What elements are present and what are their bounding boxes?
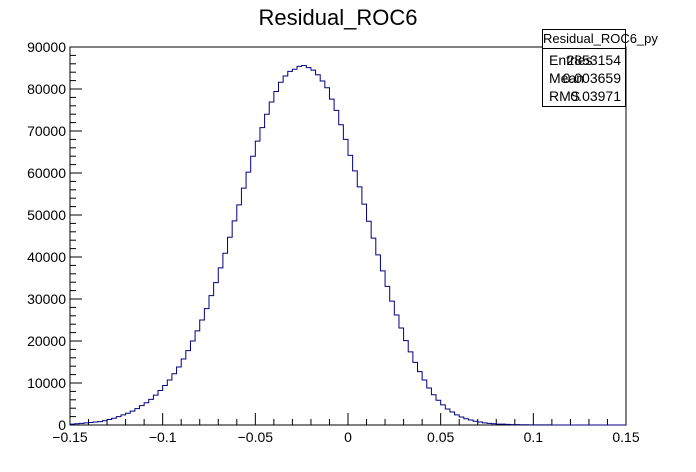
y-tick-label: 90000 bbox=[27, 39, 66, 55]
y-axis: 0 10000 20000 30000 40000 50000 60000 70000 8000… bbox=[27, 39, 82, 433]
y-tick-label: 60000 bbox=[27, 165, 66, 181]
x-tick-label: −0.1 bbox=[149, 429, 177, 445]
y-tick-label: 80000 bbox=[27, 81, 66, 97]
x-axis: −0.15 −0.1 −0.05 0 0.05 0.1 0.15 bbox=[52, 413, 640, 445]
x-tick-label: −0.15 bbox=[52, 429, 88, 445]
histogram-series-line bbox=[69, 64, 626, 426]
stats-title: Residual_ROC6_py bbox=[543, 30, 658, 49]
x-tick-label: 0.1 bbox=[524, 429, 544, 445]
stats-row-rms: RMS 0.03971 bbox=[549, 87, 621, 106]
stats-entries-value: 2853154 bbox=[566, 52, 621, 68]
x-tick-label: −0.05 bbox=[238, 429, 274, 445]
y-tick-label: 10000 bbox=[27, 375, 66, 391]
stats-rms-label: RMS bbox=[549, 88, 581, 104]
stats-box: Residual_ROC6_py Entries 2853154 Mean 0.… bbox=[542, 29, 658, 107]
y-tick-label: 20000 bbox=[27, 333, 66, 349]
y-tick-label: 40000 bbox=[27, 249, 66, 265]
stats-row-entries: Entries 2853154 bbox=[549, 51, 621, 70]
stats-entries-label: Entries bbox=[549, 52, 593, 68]
y-tick-label: 50000 bbox=[27, 207, 66, 223]
chart-title: Residual_ROC6 bbox=[259, 5, 418, 30]
y-tick-label: 70000 bbox=[27, 123, 66, 139]
y-tick-label: 30000 bbox=[27, 291, 66, 307]
stats-row-mean: Mean 0.003659 bbox=[549, 69, 621, 88]
stats-mean-value: 0.003659 bbox=[562, 70, 621, 86]
stats-mean-label: Mean bbox=[549, 70, 585, 86]
x-tick-label: 0 bbox=[344, 429, 352, 445]
y-tick-label: 0 bbox=[58, 417, 66, 433]
stats-rms-value: 0.03971 bbox=[570, 88, 621, 104]
x-tick-label: 0.15 bbox=[612, 429, 639, 445]
x-tick-label: 0.05 bbox=[427, 429, 454, 445]
